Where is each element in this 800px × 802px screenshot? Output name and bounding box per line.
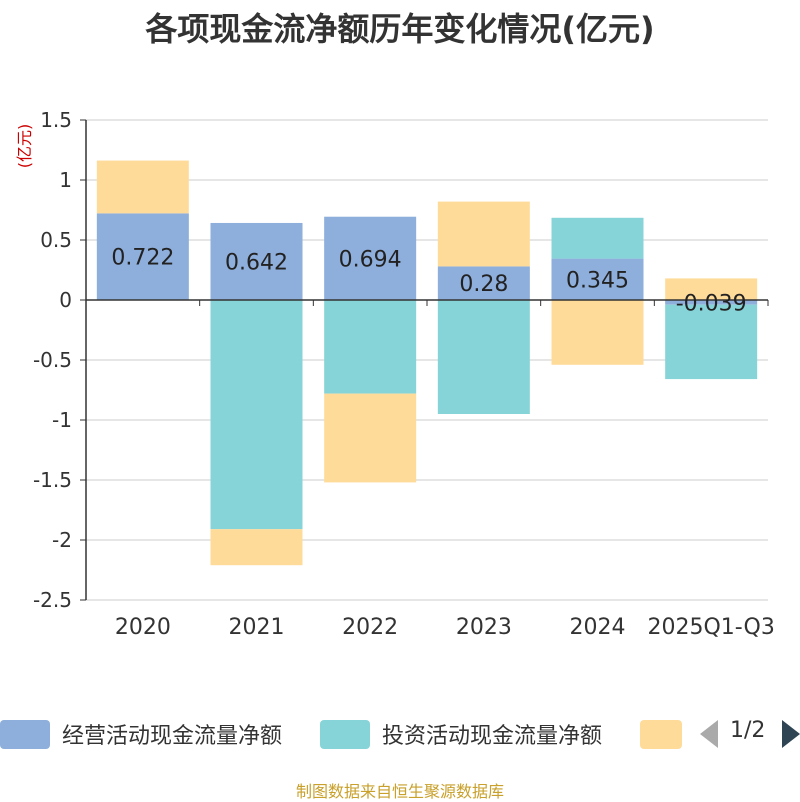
- value-label: -0.039: [676, 291, 747, 316]
- chart-title: 各项现金流净额历年变化情况(亿元): [145, 10, 655, 48]
- bar-5-series-1: [665, 304, 758, 380]
- x-tick-label: 2025Q1-Q3: [647, 615, 774, 640]
- value-label: 0.642: [225, 250, 288, 275]
- bar-2-series-2: [324, 393, 417, 483]
- y-tick-label: 0: [59, 288, 72, 312]
- legend-item-financing[interactable]: [640, 712, 682, 756]
- bar-5-series-2: [665, 278, 758, 300]
- bar-4-series-1: [551, 217, 644, 259]
- value-label: 0.28: [459, 272, 508, 297]
- legend-item-investing[interactable]: 投资活动现金流量净额: [320, 712, 602, 756]
- y-tick-label: -2.5: [33, 588, 72, 612]
- bar-0-series-0: [96, 213, 189, 300]
- legend-label-investing: 投资活动现金流量净额: [382, 724, 603, 749]
- y-tick-label: 1: [59, 168, 72, 192]
- y-tick-label: -1: [52, 408, 72, 432]
- legend-page-indicator: 1/2: [730, 718, 766, 743]
- x-tick-label: 2024: [570, 615, 626, 640]
- bar-3-series-2: [437, 201, 530, 267]
- legend-next-page-icon[interactable]: [782, 720, 800, 748]
- bar-1-series-0: [210, 222, 303, 300]
- bar-3-series-0: [437, 266, 530, 300]
- bar-4-series-2: [551, 300, 644, 365]
- bar-1-series-1: [210, 300, 303, 530]
- x-tick-label: 2023: [456, 615, 512, 640]
- y-tick-label: -2: [52, 528, 72, 552]
- bar-5-series-0: [665, 300, 758, 305]
- legend-swatch-operating: [0, 719, 50, 749]
- x-tick-label: 2022: [342, 615, 398, 640]
- source-note: 制图数据来自恒生聚源数据库: [295, 782, 504, 801]
- legend-swatch-financing: [640, 719, 682, 749]
- bar-2-series-1: [324, 300, 417, 394]
- bar-2-series-0: [324, 216, 417, 300]
- bar-1-series-2: [210, 529, 303, 566]
- chart-canvas: 1.5 1 0.5 0 -0.5 -1 -1.5 -2 -2.5 (亿元) 0.722 0.642 0.…: [15, 108, 775, 640]
- x-tick-label: 2020: [115, 615, 171, 640]
- bar-3-series-1: [437, 300, 530, 414]
- bar-0-series-2: [96, 160, 189, 214]
- legend-label-operating: 经营活动现金流量净额: [62, 724, 283, 749]
- legend-swatch-investing: [320, 719, 370, 749]
- legend-item-operating[interactable]: 经营活动现金流量净额: [0, 712, 282, 756]
- legend: 经营活动现金流量净额 投资活动现金流量净额 1/2: [0, 712, 800, 756]
- value-label: 0.694: [339, 247, 402, 272]
- value-label: 0.722: [111, 246, 174, 271]
- y-tick-label: 0.5: [40, 228, 72, 252]
- bar-4-series-0: [551, 258, 644, 300]
- legend-prev-page-icon[interactable]: [700, 720, 718, 748]
- y-tick-label: 1.5: [40, 108, 72, 132]
- y-axis-label: (亿元): [15, 124, 34, 169]
- y-tick-label: -1.5: [33, 468, 72, 492]
- x-tick-label: 2021: [229, 615, 285, 640]
- y-tick-label: -0.5: [33, 348, 72, 372]
- value-label: 0.345: [566, 268, 629, 293]
